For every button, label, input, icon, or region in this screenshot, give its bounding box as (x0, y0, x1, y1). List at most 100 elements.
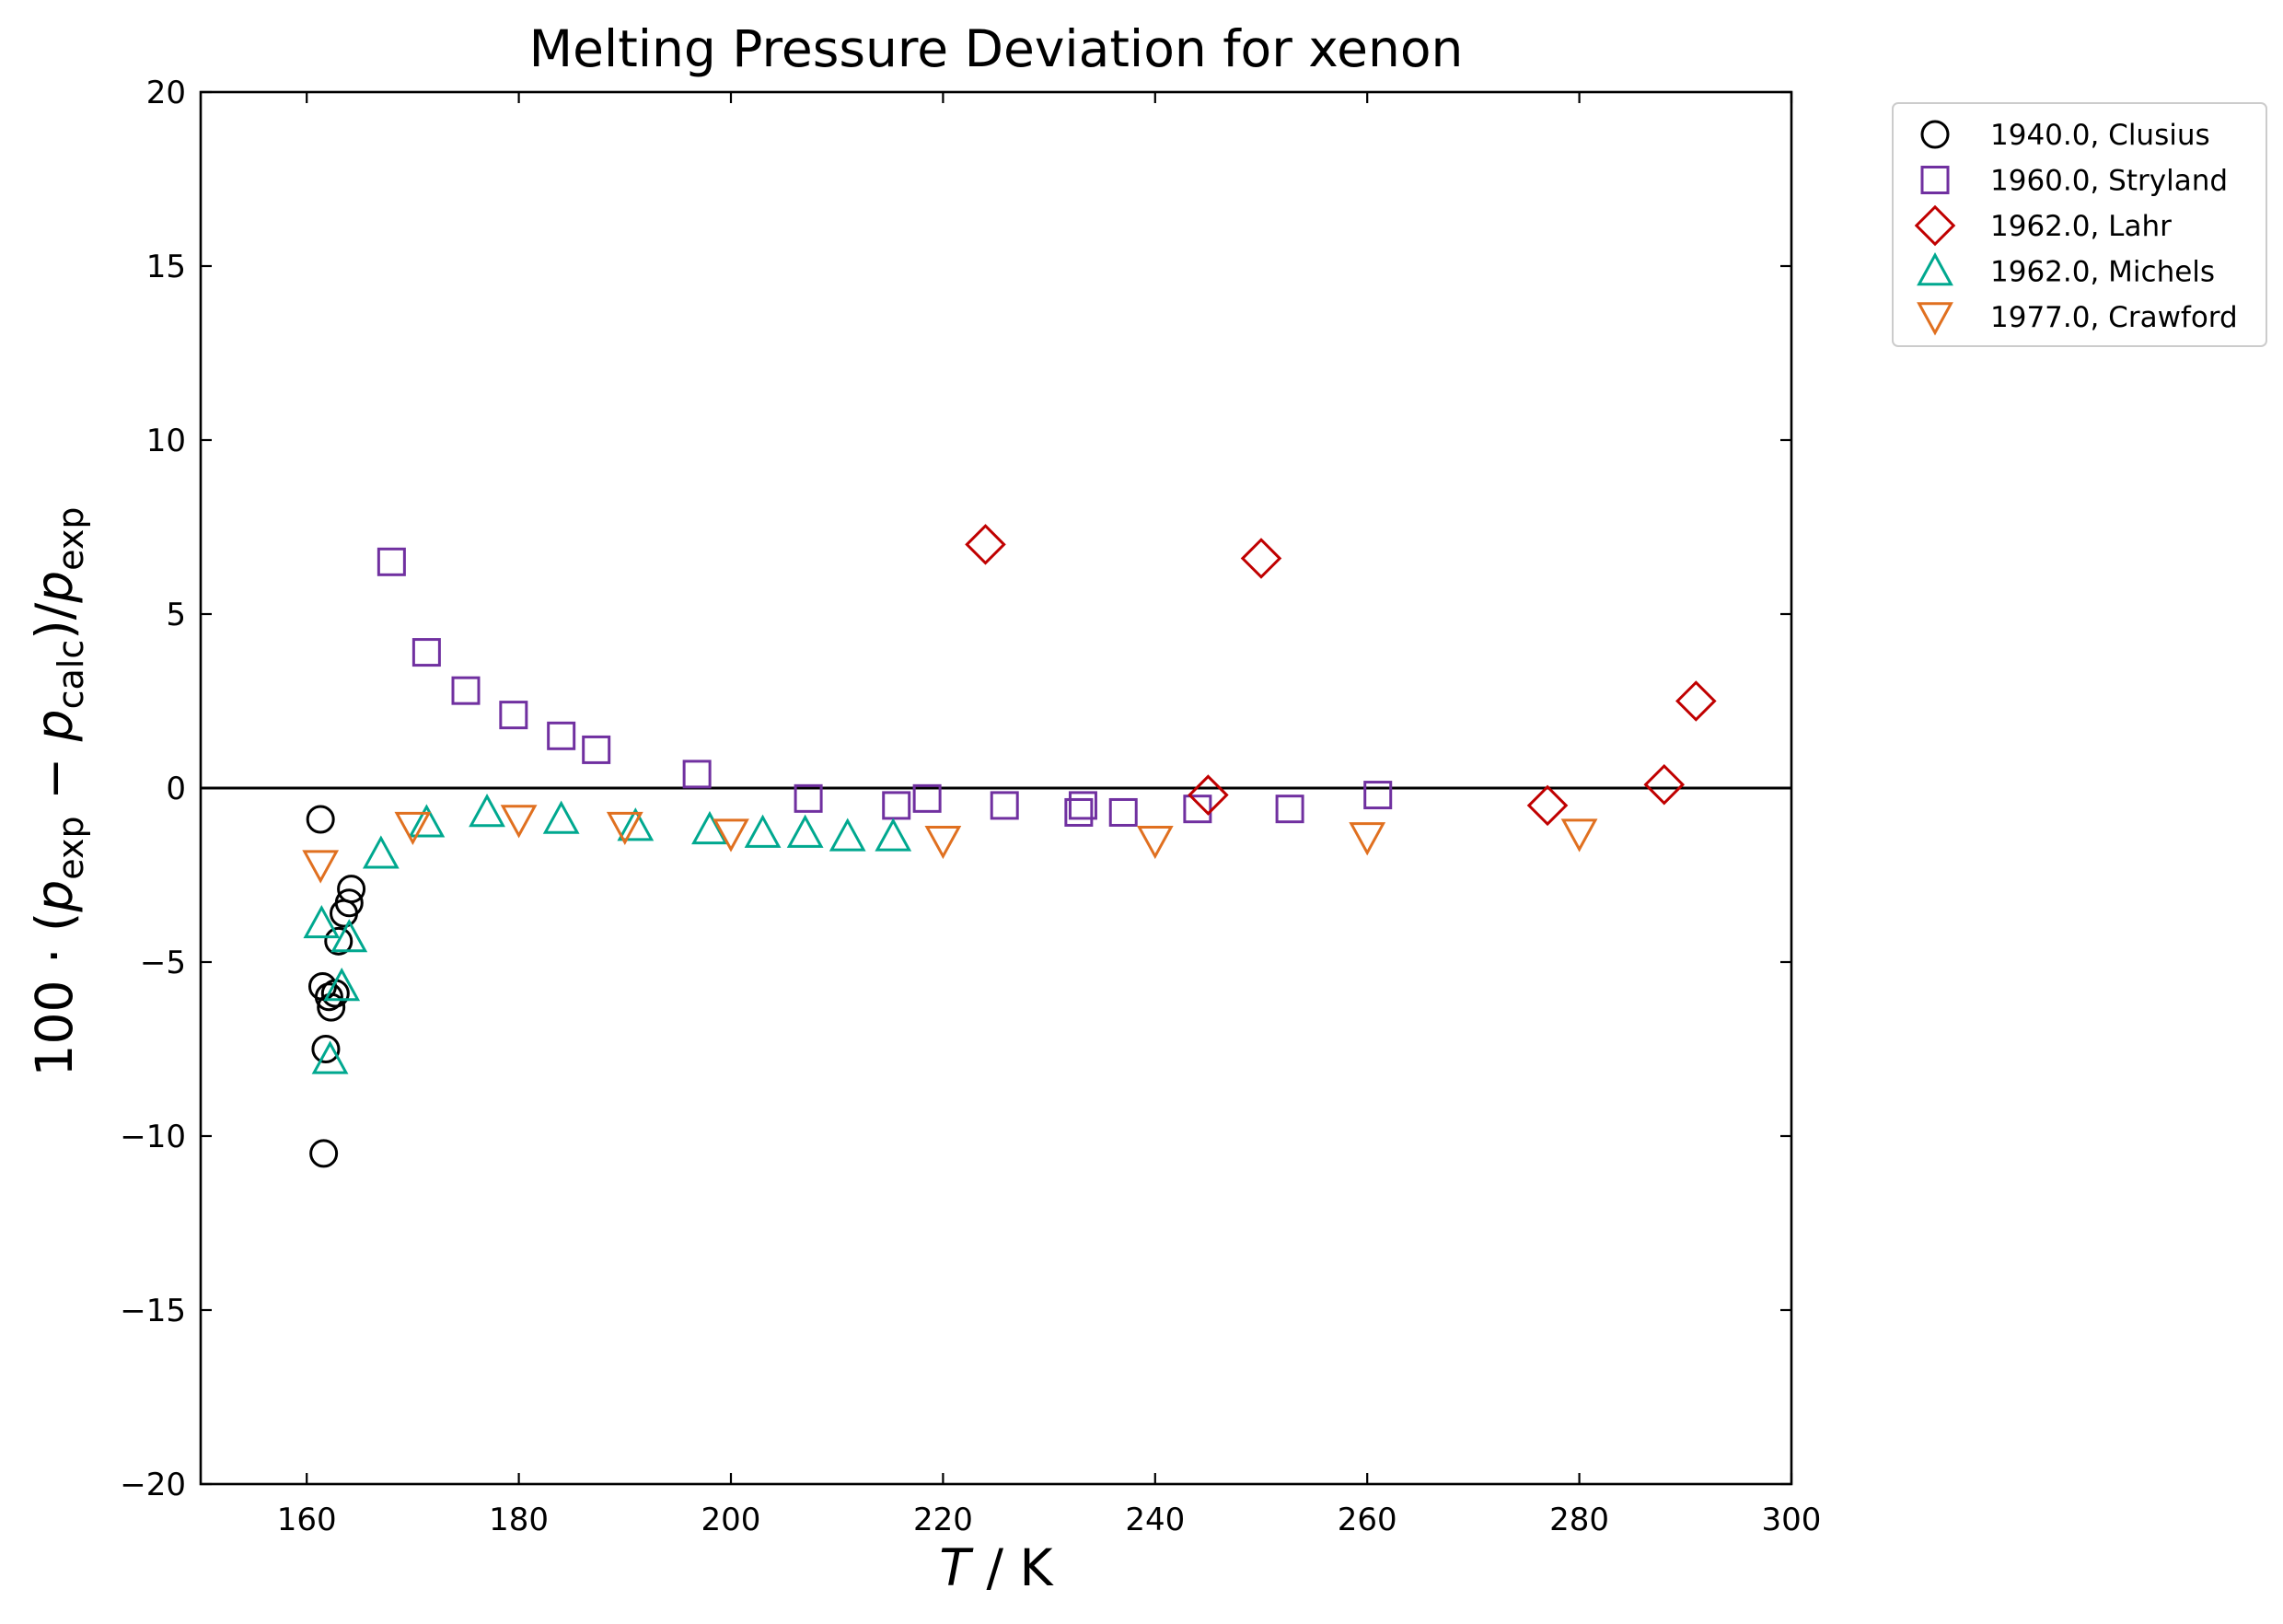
data-point (912, 783, 942, 813)
data-point (1560, 818, 1598, 853)
y-tick-label: −15 (120, 1293, 186, 1329)
x-tick-label: 260 (1338, 1502, 1397, 1538)
data-point (1275, 795, 1304, 824)
series-triangle-down (302, 805, 1598, 884)
data-point (582, 735, 611, 764)
series-circle (306, 805, 366, 1168)
y-label-part: exp (51, 506, 91, 570)
x-tick-label: 280 (1549, 1502, 1609, 1538)
data-point (1188, 774, 1229, 816)
series-triangle-up (303, 793, 912, 1074)
data-point (311, 1035, 341, 1063)
plot-area (199, 90, 1793, 1486)
legend: 1940.0, Clusius 1960.0, Stryland 1962.0, L… (1892, 102, 2267, 347)
y-tick-label: 0 (166, 771, 186, 807)
data-point (606, 811, 643, 846)
data-point (924, 825, 962, 860)
data-point (965, 524, 1006, 565)
data-point (744, 814, 782, 848)
x-tick-label: 220 (913, 1502, 973, 1538)
data-point (302, 850, 340, 884)
data-point (990, 791, 1019, 820)
data-point (314, 982, 343, 1012)
data-point (408, 804, 446, 838)
legend-marker (1914, 204, 1956, 247)
data-point (691, 810, 728, 845)
data-point (330, 919, 368, 953)
y-tick-label: 10 (146, 423, 186, 459)
legend-label: 1977.0, Crawford (1990, 301, 2238, 334)
x-tick-label: 180 (489, 1502, 549, 1538)
legend-frame (1892, 102, 2267, 347)
data-point (499, 701, 528, 730)
data-point (309, 1139, 339, 1168)
data-point (882, 791, 911, 820)
y-label-part: exp (51, 816, 91, 879)
data-point (713, 818, 749, 853)
data-point (337, 875, 366, 904)
x-axis-label-symbol: T (939, 1538, 974, 1597)
data-point (1108, 797, 1138, 827)
legend-marker (1920, 120, 1950, 149)
y-tick-label: 15 (146, 249, 186, 285)
data-point (394, 811, 432, 846)
x-tick-label: 300 (1762, 1502, 1822, 1538)
data-point (311, 1040, 349, 1074)
y-label-part: )/ (25, 602, 84, 639)
y-axis: −20 −15 −10 −5 0 5 10 15 20 (120, 75, 1791, 1503)
legend-marker (1920, 166, 1950, 194)
x-axis-label-unit: / K (970, 1538, 1054, 1597)
x-tick-label: 200 (701, 1502, 761, 1538)
y-label-part: 100 · ( (25, 912, 84, 1077)
y-label-part: p (25, 709, 84, 742)
chart-title: Melting Pressure Deviation for xenon (529, 19, 1464, 78)
legend-label: 1962.0, Lahr (1990, 210, 2172, 243)
y-label-part: calc (51, 640, 91, 710)
data-point (1643, 763, 1686, 806)
data-point (1363, 781, 1393, 810)
data-point (317, 992, 346, 1022)
data-point (1526, 784, 1569, 827)
data-point (829, 818, 866, 852)
data-point (469, 793, 505, 828)
series-square (377, 547, 1393, 827)
data-point (547, 721, 576, 750)
y-tick-label: −20 (120, 1467, 186, 1503)
legend-label: 1960.0, Stryland (1990, 165, 2228, 198)
data-markers (302, 524, 1717, 1168)
data-point (682, 760, 712, 789)
y-label-part: p (25, 880, 84, 913)
legend-marker (1917, 302, 1953, 336)
data-point (411, 638, 441, 667)
series-diamond (965, 524, 1717, 827)
data-point (617, 807, 655, 841)
data-point (306, 805, 335, 834)
data-point (1183, 795, 1212, 824)
data-point (323, 967, 361, 1002)
data-point (542, 800, 580, 834)
x-tick-label: 160 (277, 1502, 337, 1538)
data-point (1068, 791, 1097, 820)
y-label-part: − (25, 741, 84, 816)
data-point (1349, 822, 1386, 856)
legend-label: 1962.0, Michels (1990, 256, 2215, 289)
data-point (1136, 825, 1174, 860)
legend-marker (1917, 252, 1953, 286)
y-tick-label: 20 (146, 75, 186, 111)
data-point (1675, 680, 1717, 722)
x-tick-label: 240 (1125, 1502, 1185, 1538)
data-point (1064, 797, 1094, 827)
data-point (875, 818, 912, 852)
y-tick-label: 5 (166, 597, 186, 633)
legend-label: 1940.0, Clusius (1990, 119, 2210, 152)
y-label-part: p (25, 571, 84, 604)
data-point (303, 904, 341, 939)
y-axis-label: 100 · (pexp − pcalc)/pexp (25, 506, 91, 1076)
x-axis-label: T / K (939, 1538, 1054, 1597)
data-point (500, 805, 538, 839)
data-point (334, 888, 364, 918)
data-point (1240, 538, 1282, 579)
data-point (451, 676, 481, 705)
y-tick-label: −10 (120, 1119, 186, 1155)
